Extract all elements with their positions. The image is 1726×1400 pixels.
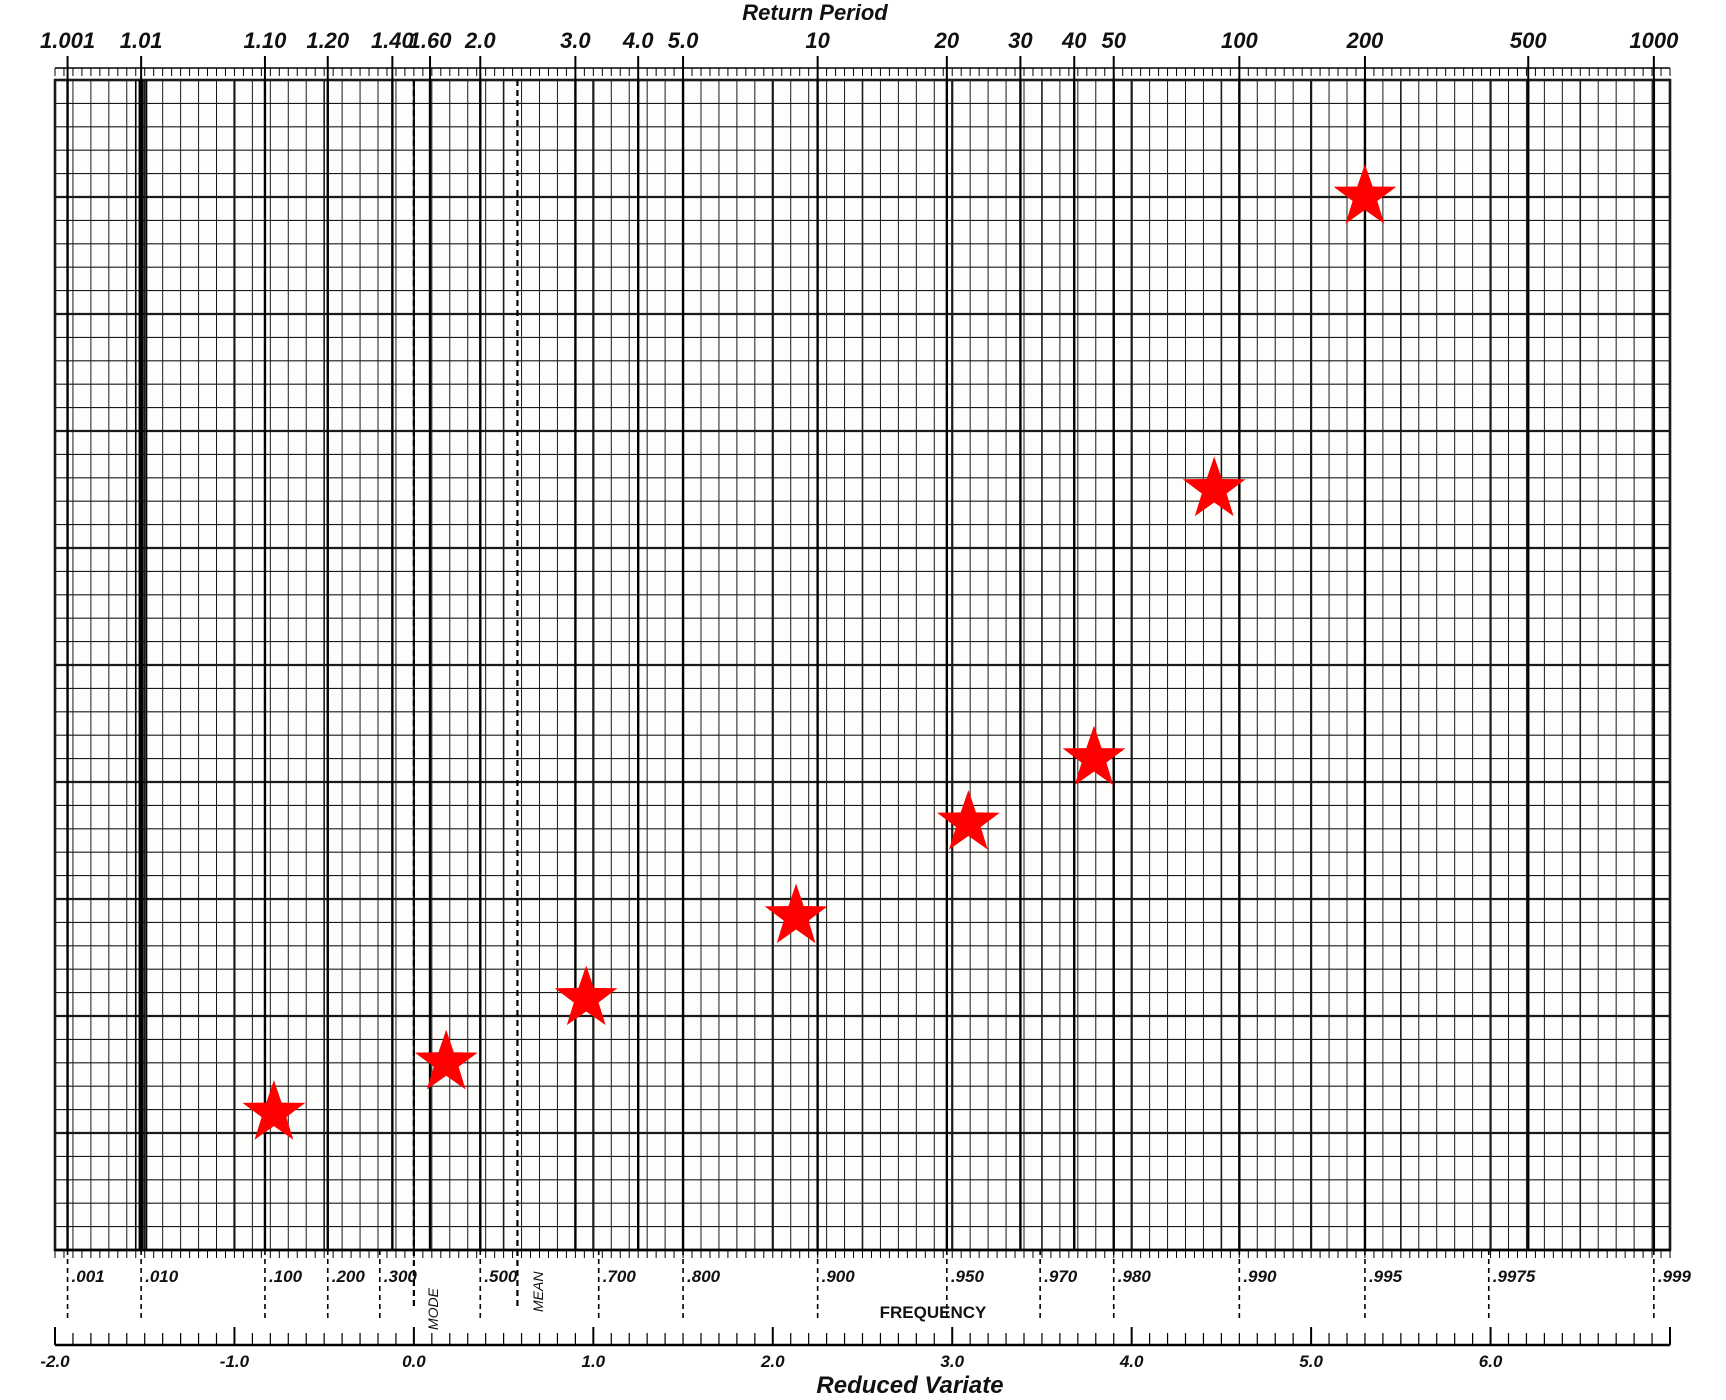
return-period-tick-label: 20	[934, 28, 960, 53]
return-period-tick-label: 500	[1510, 28, 1547, 53]
frequency-tick-label: .500	[484, 1267, 518, 1286]
data-point-star	[1182, 456, 1246, 517]
data-point-star	[242, 1080, 306, 1140]
return-period-tick-label: 1000	[1629, 28, 1679, 53]
frequency-title: FREQUENCY	[880, 1303, 987, 1322]
data-points	[242, 164, 1397, 1140]
return-period-tick-label: 1.40	[371, 28, 415, 53]
frequency-tick-label: .995	[1369, 1267, 1403, 1286]
frequency-tick-label: .010	[145, 1267, 179, 1286]
reduced-variate-tick-label: -1.0	[220, 1352, 250, 1371]
data-point-star	[554, 965, 618, 1026]
return-period-tick-label: 30	[1008, 28, 1033, 53]
reduced-variate-tick-label: 0.0	[402, 1352, 426, 1371]
frequency-tick-label: .950	[951, 1267, 985, 1286]
frequency-tick-label: .700	[603, 1267, 637, 1286]
frequency-tick-label: .300	[384, 1267, 418, 1286]
data-point-star	[937, 790, 1000, 850]
return-period-tick-label: 1.20	[306, 28, 350, 53]
return-period-tick-label: 5.0	[668, 28, 699, 53]
return-period-tick-label: 1.60	[409, 28, 453, 53]
frequency-tick-label: .900	[822, 1267, 856, 1286]
reduced-variate-tick-label: 4.0	[1119, 1352, 1144, 1371]
reduced-variate-tick-label: 2.0	[760, 1352, 785, 1371]
frequency-tick-label: .970	[1044, 1267, 1078, 1286]
data-point-star	[1062, 725, 1126, 786]
return-period-tick-label: 40	[1061, 28, 1087, 53]
chart-grid	[53, 78, 1672, 1310]
return-period-tick-label: 10	[805, 28, 830, 53]
return-period-tick-label: 3.0	[560, 28, 591, 53]
return-period-tick-label: 1.01	[120, 28, 163, 53]
frequency-axis: .001 .010 .100 .200 .300 .500 .700 .800 .900 .950…	[54, 1248, 1692, 1320]
frequency-tick-label: .9975	[1493, 1267, 1536, 1286]
return-period-title: Return Period	[742, 0, 888, 25]
frequency-tick-label: .990	[1243, 1267, 1277, 1286]
reduced-variate-tick-label: 3.0	[940, 1352, 964, 1371]
return-period-tick-label: 200	[1346, 28, 1384, 53]
frequency-tick-label: .100	[269, 1267, 303, 1286]
return-period-tick-label: 1.001	[40, 28, 95, 53]
return-period-tick-label: 50	[1101, 28, 1126, 53]
data-point-star	[764, 883, 828, 944]
data-point-star	[414, 1029, 478, 1090]
return-period-tick-label: 2.0	[464, 28, 496, 53]
frequency-tick-label: .980	[1118, 1267, 1152, 1286]
frequency-tick-label: .999	[1658, 1267, 1692, 1286]
reduced-variate-tick-label: 1.0	[582, 1352, 606, 1371]
mode-label: MODE	[425, 1287, 441, 1330]
reduced-variate-axis: -2.0 -1.0 0.0 1.0 2.0 3.0 4.0 5.0 6.0	[40, 1327, 1671, 1371]
reduced-variate-tick-label: 5.0	[1299, 1352, 1323, 1371]
return-period-tick-label: 1.10	[244, 28, 288, 53]
frequency-tick-label: .001	[72, 1267, 105, 1286]
return-period-tick-label: 100	[1221, 28, 1258, 53]
frequency-tick-label: .800	[687, 1267, 721, 1286]
reduced-variate-title: Reduced Variate	[816, 1372, 1003, 1399]
data-point-star	[1333, 164, 1397, 224]
return-period-tick-label: 4.0	[622, 28, 654, 53]
reduced-variate-tick-label: -2.0	[40, 1352, 70, 1371]
reduced-variate-tick-label: 6.0	[1479, 1352, 1503, 1371]
frequency-tick-label: .200	[332, 1267, 366, 1286]
mean-label: MEAN	[530, 1271, 546, 1312]
return-period-axis: 1.001 1.01 1.10 1.20 1.401.60 2.0 3.0 4.0 5.0 10 2…	[40, 28, 1679, 80]
